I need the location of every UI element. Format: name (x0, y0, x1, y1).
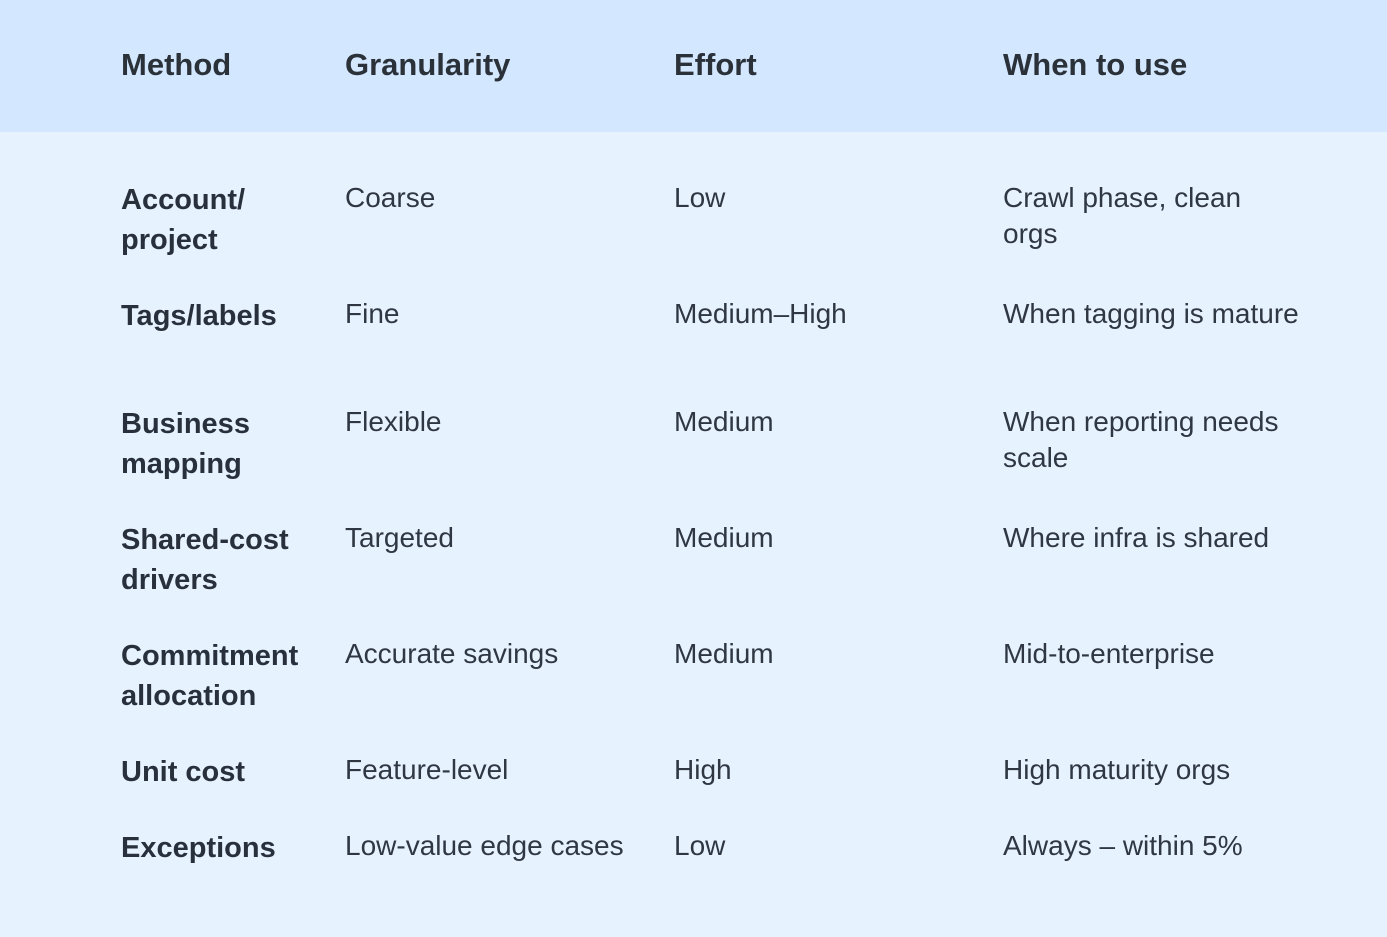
effort-cell: Low (674, 182, 726, 213)
table-header: Method Granularity Effort When to use (0, 0, 1387, 132)
when-to-use-cell: Where infra is shared (1003, 522, 1270, 553)
header-granularity: Granularity (345, 47, 511, 82)
effort-cell: Low (674, 830, 726, 861)
granularity-cell: Flexible (345, 406, 442, 437)
header-effort: Effort (674, 47, 757, 82)
granularity-cell: Fine (345, 298, 400, 329)
effort-cell: High (674, 754, 732, 785)
granularity-cell: Accurate savings (345, 638, 559, 669)
granularity-cell: Targeted (345, 522, 454, 553)
method-cell: Tags/labels (121, 300, 277, 332)
effort-cell: Medium (674, 522, 774, 553)
effort-cell: Medium (674, 406, 774, 437)
header-method: Method (121, 47, 232, 82)
method-cell: Business mapping (121, 408, 250, 480)
when-to-use-cell: Crawl phase, clean orgs (1003, 182, 1242, 249)
when-to-use-cell: High maturity orgs (1003, 754, 1231, 785)
effort-cell: Medium–High (674, 298, 847, 329)
method-cell: Shared-cost drivers (121, 524, 289, 596)
method-cell: Exceptions (121, 832, 276, 864)
when-to-use-cell: When tagging is mature (1003, 298, 1299, 329)
method-cell: Unit cost (121, 756, 246, 788)
granularity-cell: Feature-level (345, 754, 509, 785)
when-to-use-cell: Mid-to-enterprise (1003, 638, 1215, 669)
method-cell: Account/ project (121, 184, 246, 256)
when-to-use-cell: When reporting needs scale (1003, 406, 1279, 473)
method-cell: Commitment allocation (121, 640, 299, 712)
granularity-cell: Coarse (345, 182, 436, 213)
header-when-to-use: When to use (1003, 47, 1188, 82)
effort-cell: Medium (674, 638, 774, 669)
granularity-cell: Low-value edge cases (345, 830, 624, 861)
when-to-use-cell: Always – within 5% (1003, 830, 1243, 861)
